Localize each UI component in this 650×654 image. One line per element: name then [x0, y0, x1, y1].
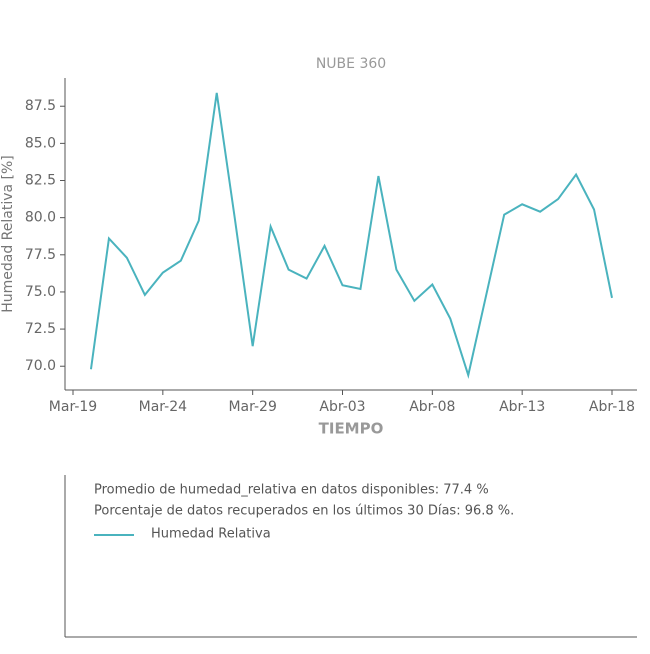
note: Porcentaje de datos recuperados en los ú…: [94, 504, 514, 519]
y-tick-label: 70.0: [25, 358, 56, 374]
x-tick-label: Mar-19: [49, 399, 97, 415]
y-tick-label: 85.0: [25, 135, 56, 151]
y-tick-label: 80.0: [25, 210, 56, 226]
note: Promedio de humedad_relativa en datos di…: [94, 483, 489, 498]
x-tick-label: Abr-18: [589, 399, 635, 415]
chart-title: NUBE 360: [316, 56, 386, 72]
x-tick-label: Abr-03: [319, 399, 365, 415]
x-tick-label: Abr-08: [409, 399, 455, 415]
line: [89, 92, 613, 379]
y-axis-label: Humedad Relativa [%]: [0, 155, 16, 313]
x-tick-label: Mar-29: [228, 399, 276, 415]
x-tick-label: Mar-24: [139, 399, 187, 415]
x-tick-label: Abr-13: [499, 399, 545, 415]
y-tick-label: 82.5: [25, 173, 56, 189]
y-tick-label: 87.5: [25, 98, 56, 114]
x-axis-label: TIEMPO: [319, 420, 384, 438]
y-tick-label: 77.5: [25, 247, 56, 263]
legend-label: Humedad Relativa: [151, 527, 271, 542]
y-tick-label: 72.5: [25, 321, 56, 337]
y-tick-label: 75.0: [25, 284, 56, 300]
